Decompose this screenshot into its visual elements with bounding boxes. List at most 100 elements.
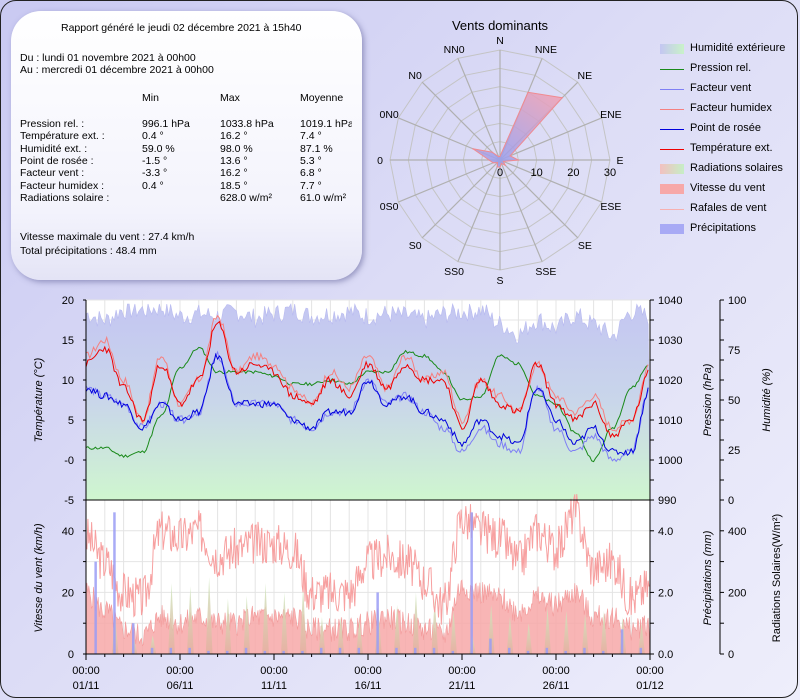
rose-point (488, 159, 490, 161)
humidity-axis-title: Humidité (%) (761, 368, 773, 432)
humidity-tick-label: 75 (728, 345, 740, 357)
stat-avg: 7.4 ° (300, 130, 322, 143)
pressure-tick-label: 990 (658, 495, 676, 507)
stat-avg: 61.0 w/m² (300, 191, 347, 204)
rose-direction-label: ESE (600, 201, 621, 213)
precipitation-bar (226, 650, 229, 654)
pressure-tick-label: 1030 (658, 335, 682, 347)
temperature-tick-label: -0 (64, 455, 74, 467)
series-line-facteur-vent (85, 350, 649, 463)
legend-line-swatch (660, 109, 684, 110)
solar-radiation-peak (205, 577, 213, 654)
max-wind: Vitesse maximale du vent : 27.4 km/h (20, 231, 195, 243)
stat-max: 16.2 ° (220, 167, 248, 180)
precipitation-bar (338, 647, 342, 654)
stat-avg: 5.3 ° (300, 154, 322, 167)
rose-direction-label: SSE (535, 266, 556, 278)
pressure-tick-label: 1020 (658, 375, 682, 387)
stat-label: Facteur vent : (20, 167, 85, 180)
rose-point (561, 97, 563, 99)
wind-rose-chart: Vents dominants N NNE NE ENE E ESE SE SSE S SS0 S0… (377, 18, 623, 287)
stat-max: 628.0 w/m² (220, 191, 272, 204)
precipitation-bar (620, 629, 624, 654)
precipitation-bar (470, 512, 473, 654)
legend-label: Vitesse du vent (690, 182, 766, 194)
time-tick-label: 00:00 (354, 665, 382, 677)
precipitation-bar (545, 647, 549, 654)
solar-radiation-peak (262, 583, 269, 654)
rose-point (502, 160, 504, 163)
solar-radiation-peak (243, 595, 251, 654)
legend-area-swatch (660, 164, 684, 174)
legend-label: Rafales de vent (690, 202, 767, 214)
humidity-area (85, 302, 651, 501)
solar-radiation-peak (638, 623, 645, 654)
solar-radiation-peak (525, 623, 533, 654)
precipitation-bar (357, 647, 361, 654)
stat-label: Pression rel. : (20, 118, 85, 130)
total-rain: Total précipitations : 48.4 mm (20, 245, 157, 257)
rose-point (472, 148, 474, 150)
summary-panel: Rapport généré le jeudi 02 décembre 2021… (11, 11, 362, 280)
rose-radius-tick: 20 (567, 167, 579, 179)
precipitation-bar (282, 650, 285, 654)
stat-max: 13.6 ° (220, 154, 248, 167)
precipitation-bar (395, 647, 398, 654)
precipitation-bar (207, 650, 210, 654)
pressure-axis-title: Pression (hPa) (702, 363, 714, 436)
rose-direction-label: 0S0 (380, 201, 399, 213)
main-chart: 20 15 10 5 -0 -5 1040 1030 1020 1010 1000 990 100 75 5… (33, 295, 783, 692)
series-line-pression-rel- (85, 346, 649, 463)
precipitation-bar (564, 650, 567, 654)
legend-area-swatch (660, 224, 684, 234)
pressure-tick-label: 1040 (658, 295, 682, 307)
precipitation-bar (489, 638, 492, 654)
rose-spoke (499, 159, 579, 239)
report-to-date: Au : mercredi 01 décembre 2021 à 00h00 (20, 64, 214, 76)
date-tick-label: 16/11 (355, 680, 382, 692)
pressure-tick-label: 1010 (658, 415, 682, 427)
stat-avg: 1019.1 hPa (300, 118, 352, 130)
precipitation-bar (113, 512, 116, 654)
solar-radiation-peak (600, 610, 608, 654)
header-min: Min (142, 92, 159, 104)
rose-point (492, 162, 494, 164)
solar-radiation-peak (412, 592, 420, 654)
precipitation-bar (639, 647, 643, 654)
report-title: Rapport généré le jeudi 02 décembre 2021… (61, 22, 302, 34)
legend-line-swatch (660, 149, 684, 150)
date-tick-label: 11/11 (261, 680, 287, 692)
legend-area-swatch (660, 184, 684, 194)
rose-spoke (499, 117, 602, 161)
precipitation-bar (451, 650, 455, 654)
legend-label: Pression rel. (690, 62, 752, 74)
stat-label: Point de rosée : (20, 154, 94, 167)
solar-radiation-peak (318, 617, 326, 654)
solar-radiation-peak (337, 617, 345, 654)
solar-radiation-peak (544, 607, 551, 654)
solar-radiation-peak (450, 610, 457, 654)
precipitation-bar (414, 647, 417, 654)
solar-tick-label: 200 (728, 587, 746, 599)
rose-point (491, 151, 493, 153)
solar-radiation-peak (581, 613, 589, 654)
date-tick-label: 21/11 (449, 680, 476, 692)
precipitation-bar (94, 561, 97, 654)
solar-radiation-peak (280, 592, 288, 654)
rose-spoke (499, 159, 602, 203)
stat-avg: 87.1 % (300, 142, 333, 155)
solar-radiation-peak (562, 610, 570, 654)
rose-radius-tick: 0 (497, 167, 503, 179)
rose-point (500, 162, 503, 164)
rose-spoke (457, 58, 501, 161)
stat-avg: 7.7 ° (300, 179, 322, 192)
series-line-facteur-humidex (85, 314, 649, 432)
report-from-date: Du : lundi 01 novembre 2021 à 00h00 (20, 52, 196, 64)
wind-tick-label: 40 (62, 526, 74, 538)
rose-radius-tick: 10 (531, 167, 543, 179)
precipitation-bar (583, 647, 586, 654)
stat-min: 996.1 hPa (142, 118, 190, 130)
legend-label: Facteur humidex (690, 102, 772, 114)
rose-point (499, 166, 501, 168)
legend-label: Humidité extérieure (690, 42, 786, 54)
